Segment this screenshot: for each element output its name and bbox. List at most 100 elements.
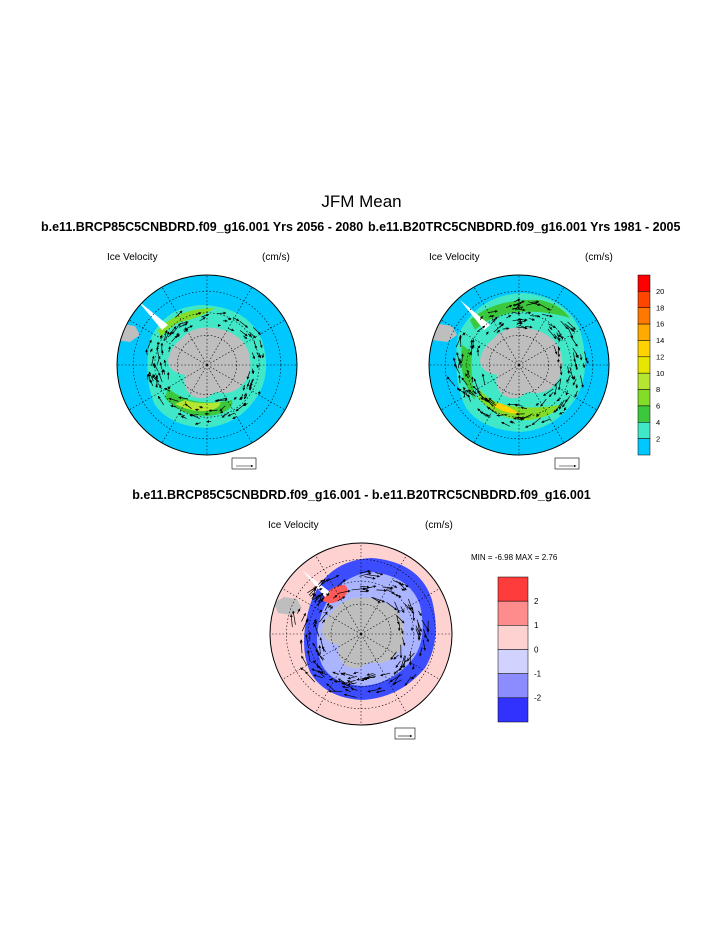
ice-velocity-vector (479, 411, 491, 417)
ice-velocity-vector (380, 672, 391, 677)
graticule-latitude-circle (177, 334, 238, 395)
map-1-speed-band-north (158, 308, 215, 338)
ice-velocity-vector (168, 346, 171, 353)
ice-velocity-vector (396, 615, 405, 624)
ice-velocity-vector (292, 610, 296, 625)
ice-velocity-vector (559, 366, 563, 376)
colorbar-tick-label: 20 (656, 287, 664, 296)
ice-velocity-vector (476, 345, 481, 350)
ice-velocity-vector (327, 575, 340, 582)
ice-velocity-vector (580, 375, 584, 388)
map-2-border (428, 274, 610, 456)
ice-velocity-vector (316, 665, 323, 671)
ice-velocity-vector (506, 314, 512, 319)
ice-velocity-vector (396, 594, 402, 598)
ice-velocity-vector (553, 409, 558, 413)
ice-velocity-vector (512, 307, 526, 312)
ice-velocity-vector (359, 585, 370, 589)
ice-velocity-vector (557, 334, 561, 338)
ice-velocity-vector (312, 660, 322, 670)
graticule-meridian (360, 633, 407, 713)
ice-velocity-vector (299, 639, 303, 654)
ice-velocity-vector (454, 363, 460, 374)
ice-velocity-vector (572, 375, 576, 381)
ice-velocity-vector (318, 645, 322, 655)
ice-velocity-vector (321, 619, 326, 624)
ice-velocity-vector (557, 346, 561, 358)
ice-velocity-vector (404, 584, 409, 588)
ice-velocity-vector (251, 352, 256, 360)
ice-velocity-vector (314, 623, 320, 637)
graticule-meridian (473, 364, 520, 444)
ice-velocity-vector (307, 587, 317, 594)
ice-velocity-vector (317, 670, 325, 678)
ice-velocity-vector (353, 671, 359, 675)
ice-velocity-vector (457, 358, 461, 369)
colorbar-tick-label: 14 (656, 336, 664, 345)
ice-velocity-vector (232, 317, 240, 322)
ice-velocity-vector (487, 310, 498, 313)
ice-velocity-vector (340, 672, 345, 676)
colorbar-swatch (637, 323, 651, 341)
ice-velocity-vector (390, 651, 397, 660)
ice-velocity-vector (455, 336, 462, 348)
ice-velocity-vector (233, 396, 237, 400)
graticule-meridian (206, 364, 253, 444)
ice-velocity-vector (359, 572, 372, 577)
colorbar-tick-label: 2 (534, 597, 539, 606)
ice-velocity-vector (360, 589, 369, 593)
ice-velocity-vector (553, 386, 557, 396)
ice-velocity-vector (479, 315, 483, 320)
ice-velocity-vector (525, 301, 539, 306)
main-title: JFM Mean (321, 192, 402, 211)
graticule-meridian (315, 555, 362, 635)
ice-velocity-vector (505, 304, 513, 309)
graticule-meridian (518, 286, 565, 366)
ice-velocity-vector (385, 589, 395, 594)
colorbar-tick-label: 6 (656, 402, 660, 411)
ice-velocity-vector (168, 397, 179, 402)
colorbar-tick-label: 10 (656, 369, 664, 378)
colorbar-tick-label: 0 (534, 645, 539, 654)
ice-velocity-vector (309, 593, 315, 597)
ice-velocity-vector (178, 396, 188, 400)
colorbar-tick-label: 1 (534, 621, 539, 630)
ice-velocity-vector (311, 593, 317, 599)
panel-3-left-label: Ice Velocity (268, 520, 319, 531)
map-3-ref-vector-box (394, 727, 416, 740)
ice-velocity-vector (573, 352, 576, 363)
ice-velocity-vector (376, 588, 387, 592)
ice-velocity-vector (567, 366, 570, 374)
ice-velocity-vector (156, 346, 159, 357)
ice-velocity-vector (401, 637, 406, 646)
ice-velocity-vector (145, 349, 149, 355)
ice-velocity-vector (419, 647, 423, 657)
ice-velocity-vector (319, 611, 328, 623)
ice-velocity-vector (400, 655, 405, 669)
ice-velocity-vector (485, 331, 489, 335)
ice-velocity-vector (183, 328, 188, 331)
ice-velocity-vector (167, 386, 171, 390)
ice-velocity-vector (446, 376, 456, 387)
panel-2-units-label: (cm/s) (585, 252, 613, 263)
graticule-meridian (161, 364, 208, 444)
ice-velocity-vector (301, 612, 306, 622)
ice-velocity-vector (366, 673, 374, 676)
ice-velocity-vector (356, 676, 370, 681)
ice-velocity-vector (337, 589, 351, 594)
ice-velocity-vector (332, 594, 338, 599)
ice-velocity-vector (501, 421, 510, 427)
map-1-ref-vector-box (231, 457, 257, 470)
map-3-graticule (270, 543, 452, 725)
panel-1-subtitle: b.e11.BRCP85C5CNBDRD.f09_g16.001 Yrs 205… (41, 220, 364, 234)
colorbar-swatch (497, 673, 529, 699)
graticule-meridian (206, 319, 286, 366)
colorbar-swatch (637, 274, 651, 292)
ice-velocity-vector (408, 598, 413, 611)
ice-velocity-vector (326, 592, 330, 597)
ice-velocity-vector (337, 596, 346, 602)
map-3-vectors (289, 570, 430, 698)
ice-velocity-vector (421, 619, 430, 631)
map-1-vectors (145, 310, 265, 425)
ice-velocity-vector (513, 298, 521, 303)
